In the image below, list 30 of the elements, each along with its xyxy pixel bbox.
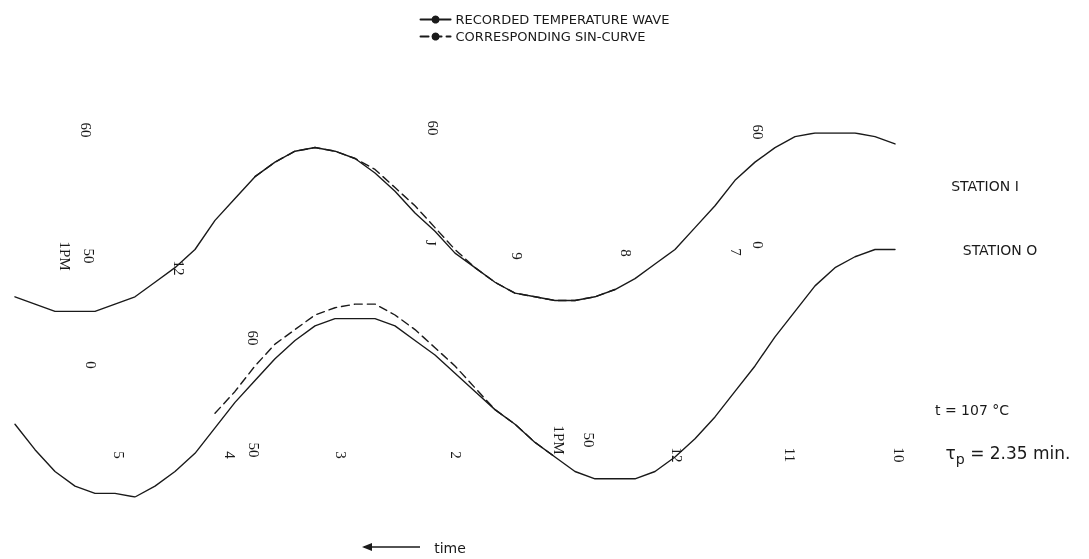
legend-label: RECORDED TEMPERATURE WAVE [455, 12, 670, 27]
annotation: 60 [423, 120, 441, 136]
annotation: 12 [667, 447, 685, 463]
annotation: 11 [780, 447, 798, 463]
annotation: 8 [616, 249, 634, 257]
annotation: 60 [748, 124, 766, 140]
annotation: 50 [244, 442, 262, 458]
annotation: 9 [507, 252, 525, 260]
annotation: J [421, 240, 439, 246]
annotation: 1PM [549, 425, 567, 455]
legend-label: CORRESPONDING SIN-CURVE [455, 29, 646, 44]
annotation: 50 [79, 248, 97, 264]
annotation: 60 [243, 330, 261, 346]
annotation: 60 [76, 122, 94, 138]
annotation: 10 [889, 447, 907, 463]
annotation: 1PM [55, 241, 73, 271]
annotation: 0 [748, 241, 766, 249]
annotation: 5 [109, 451, 127, 459]
annotation: 2 [446, 451, 464, 459]
annotation: 12 [169, 260, 187, 276]
annotation: 50 [579, 432, 597, 448]
annotation: 4 [220, 451, 238, 459]
text: STATION I [951, 178, 1019, 194]
annotation: 7 [726, 248, 744, 256]
text: t = 107 °C [934, 402, 1010, 418]
text: τ$_{p}$ = 2.35 min. [945, 443, 1071, 467]
text: STATION O [962, 242, 1038, 258]
annotation: 0 [81, 361, 99, 369]
annotation: 3 [331, 451, 349, 459]
text: time [434, 540, 466, 556]
